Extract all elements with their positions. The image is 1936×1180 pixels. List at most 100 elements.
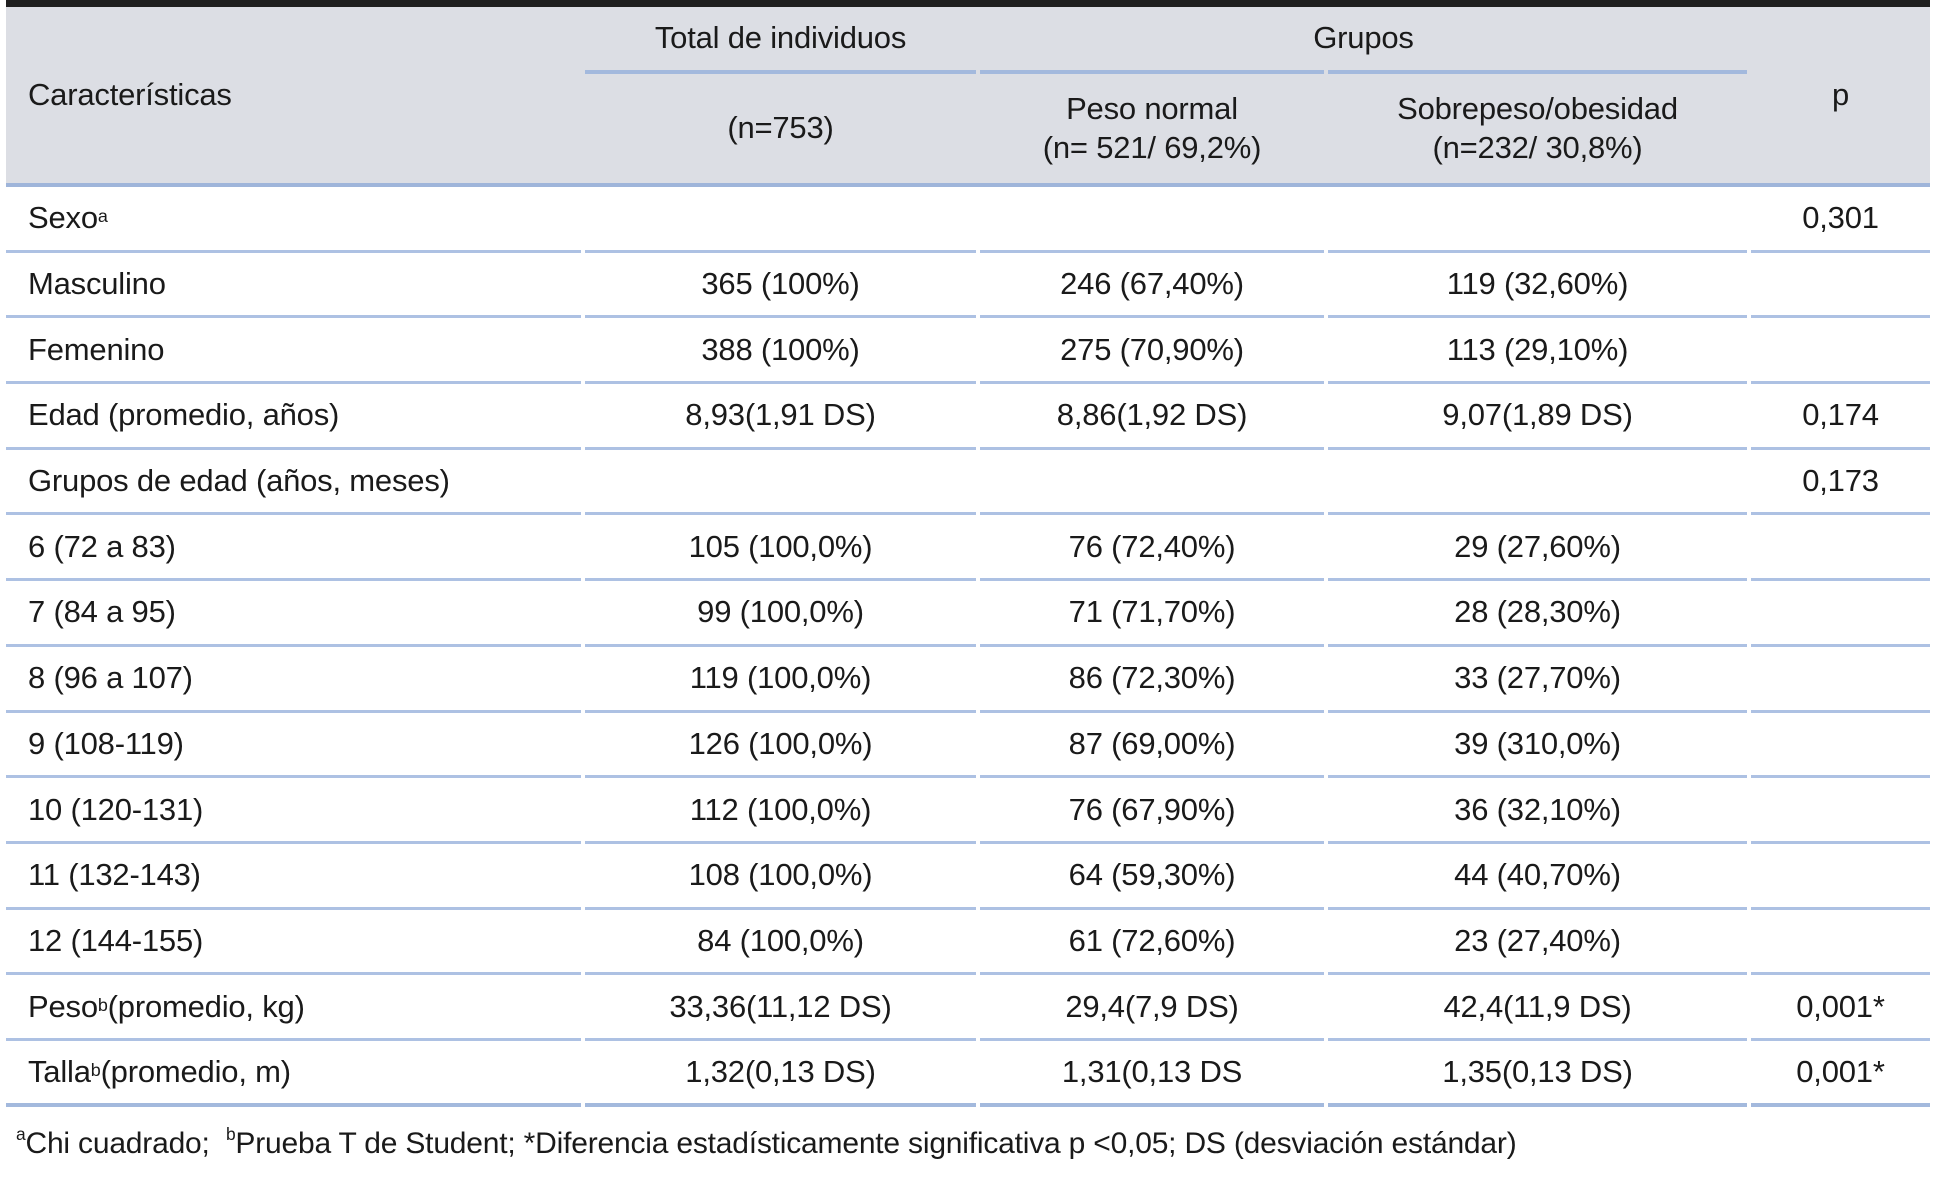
cell-peso-normal: 1,31(0,13 DS [980, 1041, 1324, 1107]
cell-sobrepeso: 119 (32,60%) [1328, 253, 1747, 319]
row-label: Talla b (promedio, m) [6, 1041, 581, 1107]
cell-total: 84 (100,0%) [585, 910, 976, 976]
sobrepeso-n: (n=232/ 30,8%) [1432, 129, 1643, 165]
cell-sobrepeso: 29 (27,60%) [1328, 515, 1747, 582]
row-label: Femenino [6, 318, 581, 385]
cell-sobrepeso: 113 (29,10%) [1328, 318, 1747, 385]
cell-p-value [1751, 844, 1930, 910]
table-top-rule [6, 0, 1930, 7]
cell-total [585, 450, 976, 516]
row-label: Grupos de edad (años, meses) [6, 450, 581, 516]
cell-p-value [1751, 515, 1930, 582]
cell-p-value [1751, 581, 1930, 647]
cell-peso-normal: 86 (72,30%) [980, 647, 1324, 713]
cell-total: 105 (100,0%) [585, 515, 976, 582]
row-label: Edad (promedio, años) [6, 384, 581, 450]
table-row: 8 (96 a 107) 119 (100,0%) 86 (72,30%) 33… [6, 647, 1930, 713]
peso-normal-n: (n= 521/ 69,2%) [1042, 129, 1262, 165]
cell-sobrepeso: 39 (310,0%) [1328, 713, 1747, 779]
cell-peso-normal: 76 (67,90%) [980, 778, 1324, 844]
row-label: 6 (72 a 83) [6, 515, 581, 582]
cell-p-value [1751, 318, 1930, 385]
cell-peso-normal: 8,86(1,92 DS) [980, 384, 1324, 450]
cell-peso-normal: 61 (72,60%) [980, 910, 1324, 976]
row-label: 12 (144-155) [6, 910, 581, 976]
column-header-grupos: Grupos [1313, 20, 1414, 56]
cell-total: 388 (100%) [585, 318, 976, 385]
table-footnote: aChi cuadrado; bPrueba T de Student; *Di… [16, 1123, 1517, 1160]
cell-peso-normal: 275 (70,90%) [980, 318, 1324, 385]
cell-total: 365 (100%) [585, 253, 976, 319]
row-label: 9 (108-119) [6, 713, 581, 779]
cell-peso-normal: 87 (69,00%) [980, 713, 1324, 779]
cell-sobrepeso: 9,07(1,89 DS) [1328, 384, 1747, 450]
row-label: 8 (96 a 107) [6, 647, 581, 713]
cell-total: 108 (100,0%) [585, 844, 976, 910]
cell-peso-normal: 246 (67,40%) [980, 253, 1324, 319]
cell-sobrepeso [1328, 450, 1747, 516]
cell-peso-normal: 29,4(7,9 DS) [980, 975, 1324, 1041]
table-body: Sexo a 0,301 Masculino 365 (100%) 246 (67… [6, 187, 1930, 1107]
table-row: 11 (132-143) 108 (100,0%) 64 (59,30%) 44… [6, 844, 1930, 910]
cell-peso-normal [980, 187, 1324, 253]
peso-normal-label: Peso normal [1066, 90, 1238, 126]
table-row: 6 (72 a 83) 105 (100,0%) 76 (72,40%) 29 … [6, 515, 1930, 582]
cell-p-value: 0,173 [1751, 450, 1930, 516]
row-label: 7 (84 a 95) [6, 581, 581, 647]
cell-total: 8,93(1,91 DS) [585, 384, 976, 450]
cell-sobrepeso: 23 (27,40%) [1328, 910, 1747, 976]
cell-p-value: 0,001* [1751, 1041, 1930, 1107]
cell-p-value [1751, 647, 1930, 713]
cell-peso-normal: 71 (71,70%) [980, 581, 1324, 647]
cell-p-value [1751, 713, 1930, 779]
cell-total: 33,36(11,12 DS) [585, 975, 976, 1041]
table-header: Características Total de individuos Grup… [6, 7, 1930, 187]
cell-p-value: 0,001* [1751, 975, 1930, 1041]
cell-p-value [1751, 910, 1930, 976]
cell-total: 99 (100,0%) [585, 581, 976, 647]
cell-p-value [1751, 778, 1930, 844]
cell-sobrepeso: 42,4(11,9 DS) [1328, 975, 1747, 1041]
sobrepeso-label: Sobrepeso/obesidad [1397, 90, 1678, 126]
cell-p-value: 0,301 [1751, 187, 1930, 253]
row-label: Peso b (promedio, kg) [6, 975, 581, 1041]
column-header-p: p [1831, 76, 1850, 112]
table-row: 12 (144-155) 84 (100,0%) 61 (72,60%) 23 … [6, 910, 1930, 976]
footnote-superscript: b [225, 1123, 236, 1144]
column-subheader-sobrepeso: Sobrepeso/obesidad (n=232/ 30,8%) [1328, 70, 1747, 183]
cell-peso-normal: 76 (72,40%) [980, 515, 1324, 582]
cell-sobrepeso: 36 (32,10%) [1328, 778, 1747, 844]
cell-peso-normal: 64 (59,30%) [980, 844, 1324, 910]
table-row: Femenino 388 (100%) 275 (70,90%) 113 (29… [6, 318, 1930, 385]
table-row: Sexo a 0,301 [6, 187, 1930, 253]
row-label: Sexo a [6, 187, 581, 253]
cell-sobrepeso: 33 (27,70%) [1328, 647, 1747, 713]
footnote-superscript: a [16, 1123, 26, 1144]
table-row: Talla b (promedio, m) 1,32(0,13 DS) 1,31(… [6, 1041, 1930, 1107]
cell-total: 1,32(0,13 DS) [585, 1041, 976, 1107]
column-subheader-total-n: (n=753) [585, 70, 976, 183]
row-label: 10 (120-131) [6, 778, 581, 844]
cell-p-value [1751, 253, 1930, 319]
table-row: 9 (108-119) 126 (100,0%) 87 (69,00%) 39 … [6, 713, 1930, 779]
cell-total: 126 (100,0%) [585, 713, 976, 779]
table-row: Grupos de edad (años, meses) 0,173 [6, 450, 1930, 516]
cell-p-value: 0,174 [1751, 384, 1930, 450]
column-header-caracteristicas: Características [28, 76, 232, 112]
cell-total: 119 (100,0%) [585, 647, 976, 713]
cell-sobrepeso: 28 (28,30%) [1328, 581, 1747, 647]
row-label: Masculino [6, 253, 581, 319]
column-subheader-peso-normal: Peso normal (n= 521/ 69,2%) [980, 70, 1324, 183]
table-row: Peso b (promedio, kg) 33,36(11,12 DS) 29,… [6, 975, 1930, 1041]
cell-sobrepeso [1328, 187, 1747, 253]
table-row: Edad (promedio, años) 8,93(1,91 DS) 8,86… [6, 384, 1930, 450]
column-header-total-individuos: Total de individuos [654, 20, 907, 56]
row-label: 11 (132-143) [6, 844, 581, 910]
cell-sobrepeso: 44 (40,70%) [1328, 844, 1747, 910]
cell-total [585, 187, 976, 253]
table-row: Masculino 365 (100%) 246 (67,40%) 119 (3… [6, 253, 1930, 319]
cell-total: 112 (100,0%) [585, 778, 976, 844]
table-row: 10 (120-131) 112 (100,0%) 76 (67,90%) 36… [6, 778, 1930, 844]
cell-sobrepeso: 1,35(0,13 DS) [1328, 1041, 1747, 1107]
